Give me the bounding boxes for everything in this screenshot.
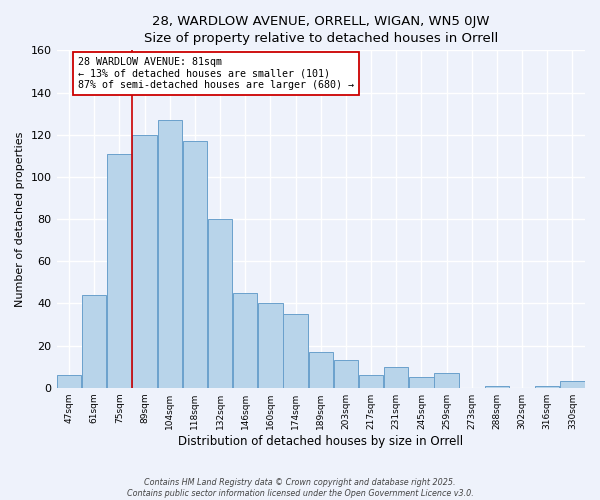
Bar	[233, 293, 257, 388]
Bar	[334, 360, 358, 388]
Text: 28 WARDLOW AVENUE: 81sqm
← 13% of detached houses are smaller (101)
87% of semi-: 28 WARDLOW AVENUE: 81sqm ← 13% of detach…	[78, 56, 354, 90]
Bar	[133, 134, 157, 388]
Bar	[535, 386, 559, 388]
Bar	[158, 120, 182, 388]
Bar	[434, 373, 459, 388]
Bar	[82, 295, 106, 388]
Bar	[384, 366, 409, 388]
Bar	[208, 219, 232, 388]
Bar	[560, 382, 584, 388]
Bar	[485, 386, 509, 388]
X-axis label: Distribution of detached houses by size in Orrell: Distribution of detached houses by size …	[178, 434, 463, 448]
Bar	[258, 304, 283, 388]
Bar	[359, 375, 383, 388]
Bar	[308, 352, 333, 388]
Bar	[183, 141, 207, 388]
Bar	[107, 154, 131, 388]
Y-axis label: Number of detached properties: Number of detached properties	[15, 132, 25, 306]
Title: 28, WARDLOW AVENUE, ORRELL, WIGAN, WN5 0JW
Size of property relative to detached: 28, WARDLOW AVENUE, ORRELL, WIGAN, WN5 0…	[143, 15, 498, 45]
Bar	[409, 377, 434, 388]
Bar	[283, 314, 308, 388]
Text: Contains HM Land Registry data © Crown copyright and database right 2025.
Contai: Contains HM Land Registry data © Crown c…	[127, 478, 473, 498]
Bar	[57, 375, 82, 388]
